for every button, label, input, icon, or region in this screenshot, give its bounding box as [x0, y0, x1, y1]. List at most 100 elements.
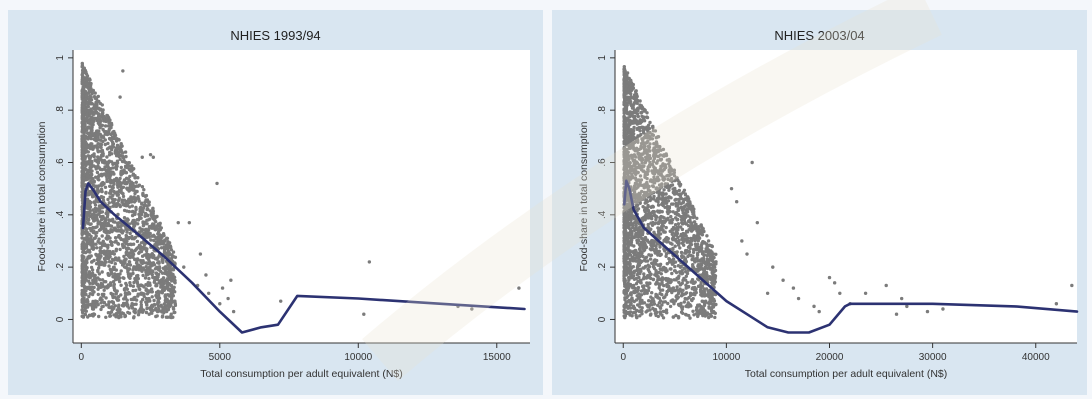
scatter-point [220, 286, 225, 290]
scatter-point [101, 135, 106, 140]
scatter-point [95, 282, 99, 287]
scatter-point [691, 263, 695, 267]
scatter-point [703, 262, 708, 266]
scatter-point [90, 292, 95, 297]
scatter-point [674, 270, 679, 275]
scatter-point [623, 170, 627, 175]
scatter-point [696, 267, 700, 272]
scatter-point [666, 240, 670, 244]
scatter-point [140, 185, 145, 189]
scatter-point [173, 310, 177, 315]
scatter-point [638, 180, 642, 185]
scatter-point [517, 286, 521, 290]
scatter-point [157, 308, 161, 312]
scatter-point [139, 260, 143, 264]
scatter-point [669, 278, 673, 282]
scatter-point [80, 258, 84, 263]
scatter-point [92, 137, 96, 141]
scatter-point [162, 279, 166, 284]
scatter-point [650, 297, 655, 301]
scatter-point [92, 285, 96, 290]
scatter-point [145, 268, 150, 273]
scatter-point [635, 241, 640, 245]
scatter-point [630, 113, 635, 118]
x-tick-label: 0 [620, 352, 626, 363]
scatter-point [642, 301, 647, 305]
scatter-point [109, 191, 113, 195]
scatter-point [131, 288, 135, 293]
scatter-point [147, 224, 152, 229]
scatter-point [665, 311, 669, 315]
scatter-point [627, 169, 631, 174]
scatter-point [99, 246, 103, 250]
scatter-point [151, 253, 155, 257]
scatter-point [658, 312, 663, 316]
scatter-point [98, 126, 102, 130]
scatter-point [692, 234, 696, 238]
scatter-point [709, 277, 713, 282]
scatter-point [706, 277, 710, 281]
scatter-point [89, 89, 93, 93]
scatter-point [80, 114, 85, 118]
scatter-point [91, 106, 96, 110]
scatter-point [633, 149, 637, 153]
scatter-point [131, 183, 135, 187]
scatter-point [144, 261, 148, 265]
scatter-point [633, 286, 637, 291]
scatter-point [633, 226, 638, 230]
scatter-point [146, 233, 151, 237]
scatter-point [645, 238, 649, 242]
scatter-point [706, 239, 711, 243]
scatter-point [141, 266, 145, 270]
scatter-point [126, 290, 131, 295]
scatter-point [80, 247, 84, 251]
scatter-point [100, 278, 105, 282]
scatter-point [655, 310, 659, 314]
scatter-point [113, 304, 118, 308]
scatter-point [655, 280, 659, 284]
scatter-point [143, 200, 147, 204]
scatter-point [157, 265, 162, 269]
scatter-point [631, 105, 635, 109]
scatter-point [99, 195, 104, 199]
scatter-point [158, 227, 162, 231]
scatter-point [681, 240, 685, 244]
scatter-point [90, 268, 95, 272]
x-tick-label: 10000 [344, 352, 372, 363]
scatter-point [677, 303, 681, 307]
scatter-point [80, 91, 85, 95]
scatter-point [119, 283, 123, 287]
scatter-point [106, 221, 111, 225]
scatter-point [142, 285, 146, 289]
scatter-point [100, 210, 105, 214]
scatter-point [131, 268, 135, 272]
scatter-point [113, 287, 117, 292]
scatter-point [117, 182, 121, 187]
scatter-point [107, 264, 111, 268]
y-tick-label: .8 [597, 106, 608, 115]
scatter-point [640, 125, 644, 129]
scatter-point [152, 238, 156, 243]
scatter-point [141, 297, 145, 302]
scatter-point [677, 280, 681, 284]
scatter-point [88, 209, 92, 213]
scatter-point [155, 283, 159, 288]
scatter-point [88, 222, 92, 226]
scatter-point [629, 128, 634, 132]
scatter-point [115, 159, 120, 163]
scatter-point [629, 218, 633, 222]
chart-title: NHIES 2003/04 [774, 28, 865, 43]
scatter-point [689, 207, 693, 211]
scatter-point [83, 243, 87, 248]
scatter-point [125, 164, 130, 169]
scatter-point [86, 199, 90, 203]
scatter-point [700, 274, 705, 278]
scatter-point [127, 161, 131, 165]
scatter-point [660, 215, 665, 219]
scatter-point [681, 278, 685, 282]
scatter-point [699, 280, 703, 285]
scatter-point [626, 150, 630, 154]
scatter-point [96, 220, 101, 224]
scatter-point [170, 279, 174, 283]
scatter-point [132, 315, 136, 319]
